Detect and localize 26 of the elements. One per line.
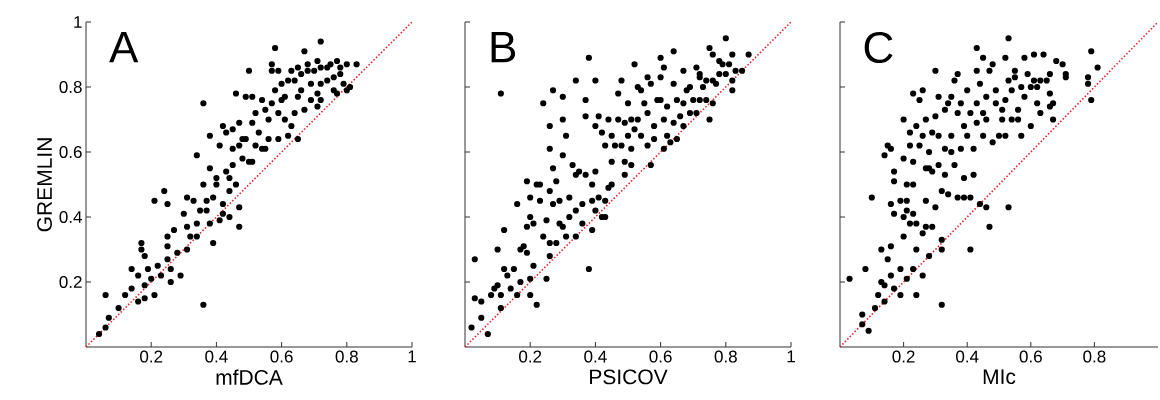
x-tick-label: 0.4	[584, 350, 607, 363]
annotation: B	[491, 31, 516, 63]
annotation: A	[109, 31, 139, 63]
y-tick-label: 0.4	[59, 210, 82, 224]
x-tick-label: 0.2	[892, 350, 915, 363]
x-tick-label: 0.2	[140, 350, 163, 363]
x-tick-label: 1	[787, 350, 795, 363]
x-axis-title: PSICOV	[590, 369, 668, 385]
x-tick-label: 0.6	[270, 350, 293, 363]
x-tick-label: 0.8	[335, 350, 358, 363]
x-tick-label: 0.4	[956, 350, 979, 363]
y-tick-label: 0.2	[59, 275, 82, 289]
annotation: C	[864, 31, 893, 64]
x-tick-label: 1	[408, 350, 416, 363]
x-tick-label: 0.2	[519, 350, 542, 363]
x-axis-title: MIc	[983, 369, 1016, 385]
x-tick-label: 0.8	[714, 350, 737, 363]
x-tick-label: 0.6	[649, 350, 672, 363]
x-tick-label: 0.4	[205, 350, 228, 363]
x-tick-label: 0.6	[1019, 350, 1042, 363]
x-axis-title: mfDCA	[216, 369, 283, 385]
x-tick-label: 0.8	[1083, 350, 1106, 363]
y-tick-label: 0.6	[59, 145, 82, 159]
y-tick-label: 1	[74, 16, 82, 28]
y-tick-label: 0.8	[59, 80, 82, 94]
y-axis-title: GREMLIN	[37, 138, 52, 232]
